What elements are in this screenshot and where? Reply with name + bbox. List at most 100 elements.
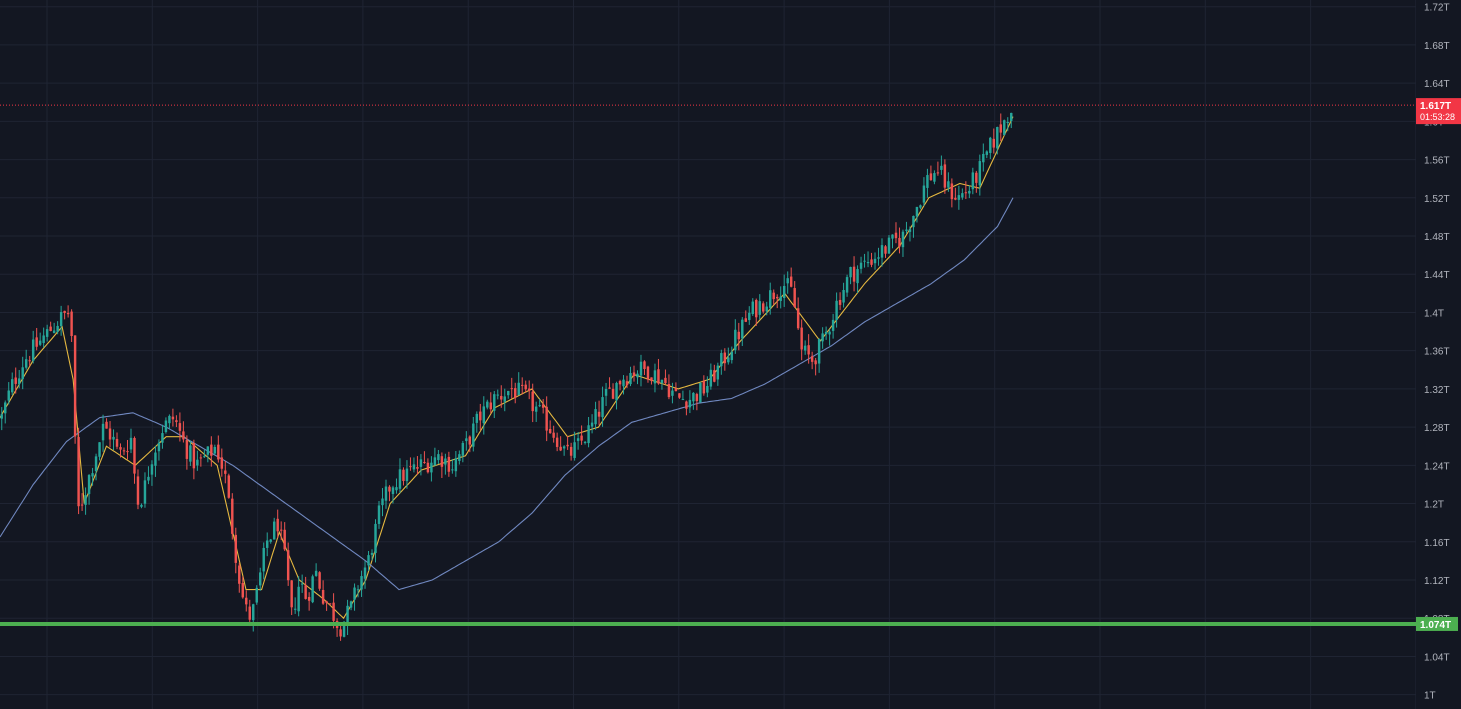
- candle: [451, 458, 454, 474]
- candle-body: [727, 357, 730, 363]
- candle-body: [363, 567, 367, 579]
- candle-body: [143, 480, 147, 504]
- candle: [996, 126, 999, 155]
- candle-body: [699, 382, 702, 403]
- candle-body: [632, 372, 636, 377]
- candle: [538, 399, 541, 408]
- candle-body: [206, 446, 210, 455]
- candle-body: [147, 476, 150, 481]
- candle-body: [814, 360, 817, 365]
- candle-body: [245, 597, 248, 605]
- candle-body: [447, 456, 451, 472]
- candle-body: [437, 454, 440, 461]
- candle: [423, 451, 426, 464]
- candle: [765, 301, 768, 316]
- candle: [430, 456, 433, 482]
- candle-body: [500, 395, 503, 400]
- candle-body: [664, 377, 667, 384]
- candle-body: [454, 458, 458, 472]
- candle-body: [377, 505, 381, 524]
- candle: [314, 563, 318, 577]
- candle: [618, 379, 622, 391]
- candle-body: [444, 458, 447, 465]
- candle-body: [695, 394, 699, 402]
- candle-body: [133, 437, 136, 474]
- y-tick-label: 1.68T: [1424, 41, 1450, 52]
- candle-body: [517, 382, 520, 396]
- candle: [713, 364, 716, 383]
- candle-body: [14, 377, 17, 384]
- candle-body: [996, 127, 999, 149]
- candle: [531, 383, 534, 423]
- candle: [748, 306, 751, 325]
- candle-body: [755, 299, 758, 318]
- candle-body: [77, 437, 80, 507]
- candle: [901, 229, 905, 257]
- candle-body: [405, 468, 409, 482]
- candle: [814, 357, 817, 376]
- candle: [520, 377, 524, 395]
- candle: [252, 603, 255, 632]
- candle-body: [943, 164, 947, 188]
- candle: [150, 460, 154, 486]
- candle-body: [38, 340, 42, 345]
- candle: [63, 310, 66, 320]
- candle-body: [91, 473, 94, 477]
- candle-body: [898, 237, 901, 247]
- candle: [971, 167, 975, 195]
- candle: [940, 155, 943, 175]
- candle-body: [314, 570, 318, 576]
- candle-body: [622, 379, 625, 387]
- candle-body: [290, 580, 293, 608]
- candle: [664, 369, 667, 385]
- candle: [870, 252, 873, 268]
- candle-body: [269, 539, 272, 542]
- candle-body: [42, 335, 45, 343]
- candle: [611, 383, 615, 400]
- candle-body: [52, 330, 56, 334]
- candle: [370, 549, 374, 561]
- y-tick-label: 1.24T: [1424, 461, 1450, 472]
- candle: [891, 234, 894, 249]
- candle: [157, 439, 161, 461]
- candle-body: [982, 153, 985, 163]
- candle-body: [307, 596, 311, 601]
- candle: [674, 382, 678, 392]
- candle: [276, 509, 279, 539]
- candle-body: [583, 441, 587, 444]
- candle: [129, 428, 133, 454]
- candle-body: [534, 406, 538, 412]
- last-price-label: 1.617T: [1420, 101, 1451, 112]
- candle-body: [660, 379, 664, 384]
- candle-body: [597, 411, 601, 417]
- candle-body: [161, 433, 164, 443]
- candle-body: [856, 269, 859, 284]
- candle: [524, 380, 527, 393]
- candle: [859, 256, 863, 274]
- candle-body: [796, 308, 800, 329]
- candle: [727, 347, 730, 365]
- candle-body: [737, 331, 741, 340]
- candle: [650, 377, 653, 385]
- candle: [388, 485, 391, 502]
- candle: [667, 374, 671, 400]
- candle: [217, 435, 220, 463]
- candle-body: [531, 391, 534, 412]
- candle: [49, 321, 52, 332]
- candle: [842, 282, 845, 308]
- candle: [580, 425, 583, 445]
- candle-body: [31, 339, 35, 361]
- candle-body: [926, 175, 929, 188]
- candle: [737, 322, 741, 351]
- candle-body: [171, 416, 175, 420]
- candle: [101, 414, 105, 452]
- candle: [182, 421, 185, 443]
- candle-body: [178, 423, 182, 431]
- candle-body: [189, 445, 192, 462]
- candle-body: [643, 361, 646, 370]
- candle-body: [28, 360, 31, 362]
- candle: [136, 469, 140, 510]
- candle-body: [919, 205, 922, 208]
- candle-body: [601, 397, 604, 418]
